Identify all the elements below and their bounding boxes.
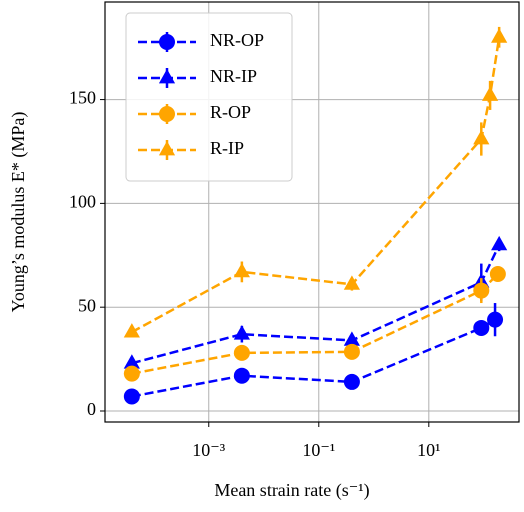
x-tick-label: 10⁻¹ bbox=[302, 440, 335, 460]
legend-label: R-OP bbox=[210, 102, 251, 122]
marker bbox=[233, 344, 250, 361]
marker bbox=[343, 331, 361, 346]
marker bbox=[343, 343, 360, 360]
y-tick-label: 100 bbox=[69, 192, 96, 212]
y-tick-label: 0 bbox=[87, 399, 96, 419]
marker bbox=[491, 235, 508, 251]
marker bbox=[473, 319, 490, 336]
marker bbox=[123, 365, 140, 382]
marker bbox=[123, 323, 140, 338]
marker bbox=[123, 388, 140, 405]
series-line bbox=[131, 318, 496, 398]
marker bbox=[233, 325, 250, 340]
marker bbox=[343, 373, 360, 390]
x-tick-label: 10¹ bbox=[417, 440, 440, 460]
marker bbox=[158, 141, 176, 156]
marker bbox=[159, 34, 175, 50]
marker bbox=[489, 265, 506, 282]
series-line bbox=[131, 37, 501, 334]
marker bbox=[159, 106, 175, 122]
y-tick-label: 150 bbox=[69, 88, 96, 108]
legend-label: NR-OP bbox=[210, 30, 264, 50]
legend-box bbox=[125, 12, 293, 182]
marker bbox=[491, 28, 508, 43]
marker bbox=[487, 311, 504, 328]
y-axis-label: Young’s modulus E* (MPa) bbox=[8, 112, 29, 313]
series-line bbox=[131, 244, 501, 365]
marker bbox=[233, 367, 250, 384]
marker bbox=[473, 130, 490, 145]
marker bbox=[123, 354, 140, 369]
marker bbox=[473, 282, 490, 299]
marker bbox=[158, 69, 176, 84]
x-tick-label: 10⁻³ bbox=[192, 440, 226, 460]
y-tick-label: 50 bbox=[78, 295, 96, 315]
x-axis-label: Mean strain rate (s⁻¹) bbox=[214, 480, 369, 501]
marker bbox=[481, 86, 499, 101]
legend-label: NR-IP bbox=[210, 66, 257, 86]
legend-label: R-IP bbox=[210, 138, 244, 158]
marker bbox=[233, 262, 250, 278]
plot-frame bbox=[104, 1, 520, 423]
series-line bbox=[131, 273, 499, 375]
marker bbox=[343, 275, 361, 290]
marks bbox=[123, 26, 508, 405]
